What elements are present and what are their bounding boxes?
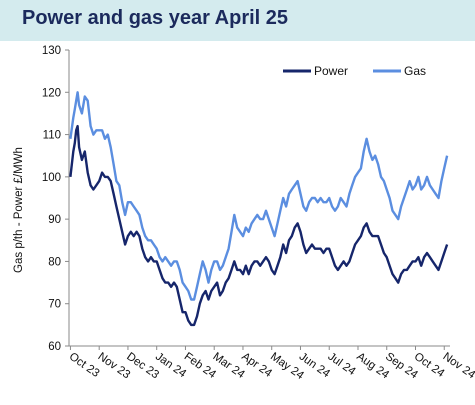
y-tick-label: 70 — [48, 299, 61, 311]
series-line-gas — [69, 91, 449, 301]
series-line-power — [69, 124, 449, 327]
legend-label-gas: Gas — [404, 64, 426, 78]
y-tick-label: 110 — [43, 130, 61, 142]
x-tick-label: Jul 24 — [326, 351, 359, 379]
x-tick-label: Jan 24 — [153, 351, 189, 381]
title-bar: Power and gas year April 25 — [0, 0, 475, 41]
x-tick-label: Oct 23 — [67, 351, 102, 380]
chart-legend: Power Gas — [283, 64, 426, 78]
x-tick-label: Feb 24 — [182, 351, 219, 382]
legend-label-power: Power — [314, 64, 348, 78]
x-tick-label: Nov 24 — [441, 351, 475, 382]
y-tick-label: 100 — [42, 172, 61, 184]
chart-title: Power and gas year April 25 — [22, 7, 289, 29]
chart-lines — [69, 91, 449, 327]
y-axis-title: Gas p/th - Power £/MWh — [13, 147, 25, 273]
y-tick-label: 80 — [48, 256, 61, 268]
x-tick-label: Oct 24 — [412, 351, 447, 381]
x-tick-label: Mar 24 — [210, 351, 247, 382]
y-tick-label: 60 — [48, 341, 61, 353]
y-tick-label: 90 — [48, 214, 61, 226]
y-tick-label: 130 — [42, 45, 61, 57]
y-tick-label: 120 — [42, 87, 61, 99]
x-tick-label: Apr 24 — [239, 351, 274, 381]
